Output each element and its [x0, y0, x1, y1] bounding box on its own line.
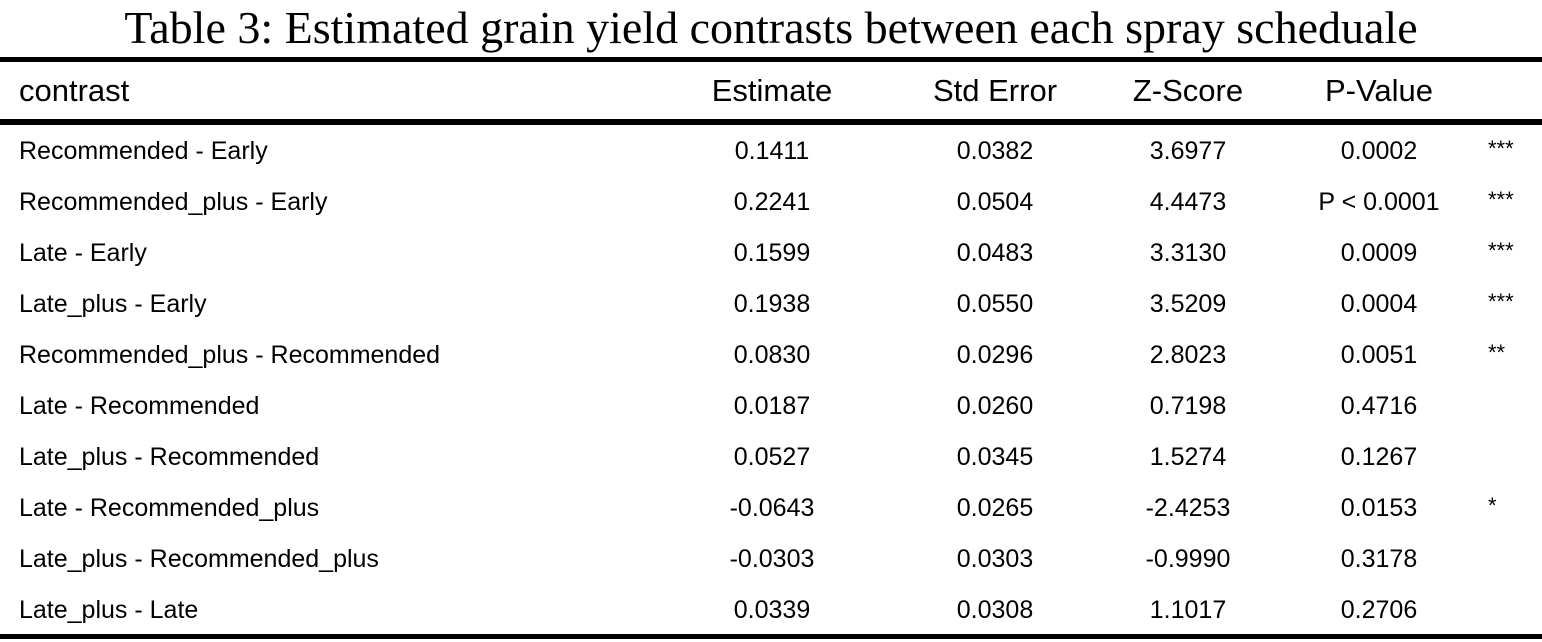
cell-p-value: P < 0.0001 [1318, 188, 1440, 216]
table-row: Late_plus - Late 0.0339 0.0308 1.1017 0.… [0, 585, 1542, 636]
table-row: Recommended_plus - Recommended 0.0830 0.… [0, 330, 1542, 381]
cell-significance: *** [1488, 238, 1514, 263]
header-contrast: contrast [19, 73, 130, 108]
table-row: Recommended_plus - Early 0.2241 0.0504 4… [0, 177, 1542, 228]
cell-estimate: -0.0303 [729, 545, 815, 573]
table-title: Table 3: Estimated grain yield contrasts… [124, 2, 1418, 53]
cell-significance [1488, 585, 1528, 636]
cell-z-score: 3.3130 [1149, 239, 1227, 267]
cell-significance: ** [1488, 340, 1506, 365]
cell-p-value: 0.0002 [1340, 137, 1418, 165]
cell-significance: *** [1488, 289, 1514, 314]
table-row: Late_plus - Recommended_plus -0.0303 0.0… [0, 534, 1542, 585]
cell-contrast: Recommended_plus - Recommended [19, 341, 441, 369]
cell-estimate: 0.2241 [733, 188, 811, 216]
table-bottom-rule [0, 634, 1542, 639]
cell-estimate: 0.1938 [733, 290, 811, 318]
cell-std-error: 0.0260 [956, 392, 1034, 420]
cell-p-value: 0.0004 [1340, 290, 1418, 318]
cell-estimate: 0.0830 [733, 341, 811, 369]
cell-z-score: 3.6977 [1149, 137, 1227, 165]
cell-estimate: 0.0339 [733, 596, 811, 624]
cell-z-score: -0.9990 [1145, 545, 1231, 573]
table-row: Late_plus - Early 0.1938 0.0550 3.5209 0… [0, 279, 1542, 330]
cell-significance: *** [1488, 136, 1514, 161]
cell-contrast: Recommended - Early [19, 137, 268, 165]
cell-contrast: Recommended_plus - Early [19, 188, 328, 216]
cell-estimate: -0.0643 [729, 494, 815, 522]
table-row: Late_plus - Recommended 0.0527 0.0345 1.… [0, 432, 1542, 483]
cell-contrast: Late - Recommended [19, 392, 260, 420]
cell-std-error: 0.0483 [956, 239, 1034, 267]
cell-contrast: Late - Recommended_plus [19, 494, 320, 522]
cell-z-score: -2.4253 [1145, 494, 1231, 522]
cell-std-error: 0.0296 [956, 341, 1034, 369]
cell-significance [1488, 534, 1528, 585]
cell-p-value: 0.2706 [1340, 596, 1418, 624]
table-row: Recommended - Early 0.1411 0.0382 3.6977… [0, 126, 1542, 177]
table-row: Late - Recommended 0.0187 0.0260 0.7198 … [0, 381, 1542, 432]
cell-p-value: 0.1267 [1340, 443, 1418, 471]
cell-contrast: Late_plus - Late [19, 596, 199, 624]
cell-z-score: 2.8023 [1149, 341, 1227, 369]
header-p-value: P-Value [1325, 73, 1433, 108]
cell-p-value: 0.3178 [1340, 545, 1418, 573]
cell-z-score: 3.5209 [1149, 290, 1227, 318]
cell-significance [1488, 381, 1528, 432]
header-z-score: Z-Score [1132, 73, 1244, 108]
cell-std-error: 0.0504 [956, 188, 1034, 216]
cell-std-error: 0.0308 [956, 596, 1034, 624]
cell-std-error: 0.0303 [956, 545, 1034, 573]
cell-contrast: Late_plus - Recommended [19, 443, 320, 471]
cell-p-value: 0.0009 [1340, 239, 1418, 267]
cell-p-value: 0.0153 [1340, 494, 1418, 522]
cell-estimate: 0.0527 [733, 443, 811, 471]
cell-z-score: 4.4473 [1149, 188, 1227, 216]
cell-contrast: Late_plus - Early [19, 290, 207, 318]
header-std-error: Std Error [932, 73, 1058, 108]
cell-std-error: 0.0345 [956, 443, 1034, 471]
header-estimate: Estimate [711, 73, 833, 108]
cell-std-error: 0.0550 [956, 290, 1034, 318]
cell-contrast: Late_plus - Recommended_plus [19, 545, 379, 573]
table-row: Late - Early 0.1599 0.0483 3.3130 0.0009… [0, 228, 1542, 279]
table-top-rule [0, 57, 1542, 62]
table-header-row: contrast Estimate Std Error Z-Score P-Va… [0, 64, 1542, 118]
cell-p-value: 0.0051 [1340, 341, 1418, 369]
cell-estimate: 0.1599 [733, 239, 811, 267]
cell-significance: * [1488, 493, 1497, 518]
cell-significance [1488, 432, 1528, 483]
cell-p-value: 0.4716 [1340, 392, 1418, 420]
cell-contrast: Late - Early [19, 239, 147, 267]
cell-std-error: 0.0382 [956, 137, 1034, 165]
cell-z-score: 1.5274 [1149, 443, 1227, 471]
cell-estimate: 0.1411 [734, 137, 810, 165]
table-header-rule [0, 119, 1542, 125]
cell-significance: *** [1488, 187, 1514, 212]
cell-estimate: 0.0187 [733, 392, 811, 420]
cell-z-score: 1.1017 [1149, 596, 1227, 624]
cell-std-error: 0.0265 [956, 494, 1034, 522]
table-row: Late - Recommended_plus -0.0643 0.0265 -… [0, 483, 1542, 534]
cell-z-score: 0.7198 [1149, 392, 1227, 420]
